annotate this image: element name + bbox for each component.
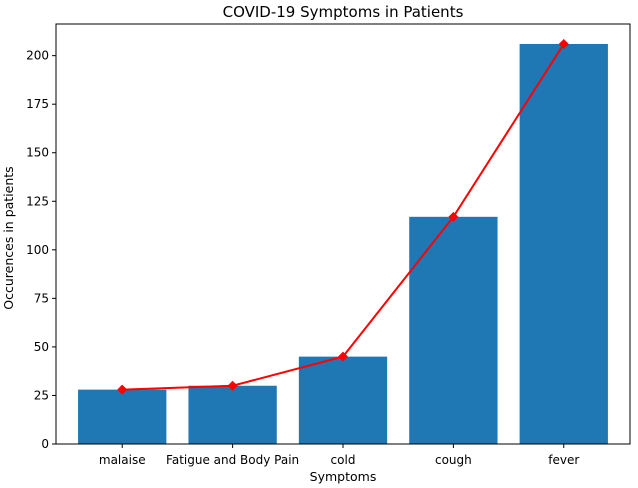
trend-marker — [227, 380, 238, 391]
x-axis-label: Symptoms — [310, 469, 377, 484]
x-tick-label: cold — [331, 453, 356, 467]
trend-marker — [338, 351, 348, 362]
y-tick-label: 175 — [26, 97, 49, 111]
bar-fever — [519, 44, 608, 444]
y-tick-label: 100 — [26, 243, 49, 257]
x-axis: malaise Fatigue and Body Pain cold cough fev… — [99, 444, 579, 467]
x-tick-label: cough — [435, 453, 472, 467]
y-axis-label: Occurences in patients — [1, 166, 16, 309]
bar-fatigue-and-body-pain — [188, 385, 277, 444]
x-tick-label: malaise — [99, 453, 146, 467]
bar-cold — [298, 356, 388, 444]
trend-marker — [558, 39, 569, 49]
y-tick-label: 200 — [26, 49, 49, 63]
bars-group — [78, 44, 608, 444]
y-tick-label: 125 — [26, 194, 49, 208]
y-tick-label: 50 — [34, 340, 49, 354]
y-tick-label: 75 — [34, 291, 49, 305]
x-tick-label: Fatigue and Body Pain — [166, 453, 299, 467]
y-axis: 0 25 50 75 100 125 150 175 200 — [26, 49, 56, 451]
y-tick-label: 150 — [26, 146, 49, 160]
x-tick-label: fever — [548, 453, 579, 467]
y-tick-label: 0 — [41, 437, 49, 451]
trend-marker — [448, 211, 459, 222]
y-tick-label: 25 — [34, 388, 49, 402]
bar-malaise — [78, 389, 167, 444]
line-overlay — [117, 39, 569, 395]
bar-cough — [409, 216, 498, 444]
trend-marker — [117, 384, 128, 395]
chart-title: COVID-19 Symptoms in Patients — [223, 3, 464, 21]
